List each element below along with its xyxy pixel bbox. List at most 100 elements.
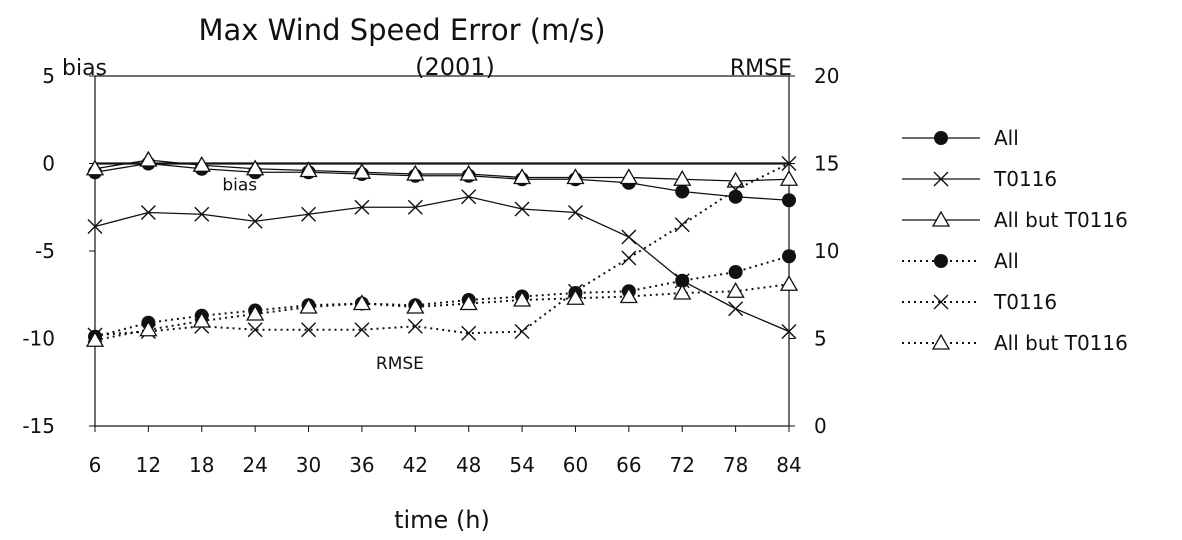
series-5-point	[673, 283, 692, 300]
series-line-2	[94, 159, 790, 182]
series-1-point	[87, 219, 103, 234]
legend-marker-4	[933, 294, 949, 310]
series-line-3	[94, 255, 790, 338]
right-tick-label: 15	[814, 152, 839, 176]
series-1-point	[728, 301, 744, 317]
legend-marker-1	[933, 171, 949, 187]
x-tick-label: 78	[723, 453, 748, 477]
series-4-point	[247, 322, 263, 338]
series-2-point	[779, 169, 799, 186]
legend: All T0116 All but T0116 All T0116 All but T01…	[902, 126, 1128, 355]
series-5-point	[619, 287, 638, 304]
x-tick-label: 54	[509, 453, 534, 477]
legend-marker-5	[931, 333, 951, 350]
series-4-point	[354, 322, 370, 338]
x-tick-label: 48	[456, 453, 481, 477]
series-2-point	[246, 159, 265, 176]
series-1-point	[247, 213, 263, 229]
series-2-point	[352, 162, 372, 179]
legend-label: All	[994, 249, 1019, 273]
legend-label: All but T0116	[994, 208, 1128, 232]
chart-title: Max Wind Speed Error (m/s)	[198, 13, 605, 47]
legend-label: All but T0116	[994, 331, 1128, 355]
series-3-point	[728, 265, 743, 279]
x-tick-label: 60	[563, 453, 588, 477]
series-2-point	[299, 161, 318, 178]
series-4-point	[514, 324, 530, 339]
left-tick-label: 5	[42, 64, 55, 88]
left-tick-label: -15	[22, 414, 55, 438]
legend-label: All	[994, 126, 1019, 150]
series-2-point	[139, 150, 158, 167]
series-5-point	[406, 297, 425, 314]
series-4-point	[407, 318, 423, 334]
series-5-point	[512, 290, 532, 307]
x-tick-label: 6	[89, 453, 102, 477]
x-tick-label: 72	[670, 453, 695, 477]
legend-marker-3	[934, 254, 948, 268]
x-tick-label: 84	[776, 453, 801, 477]
series-1-point	[407, 199, 423, 215]
series-0-point	[675, 184, 690, 199]
series-4-point	[674, 217, 690, 233]
series-5-point	[246, 304, 265, 321]
series-1-point	[567, 205, 583, 220]
x-tick-label: 24	[242, 453, 267, 477]
series-2-point	[566, 168, 585, 185]
series-5-point	[192, 311, 211, 328]
plot-area: 5 0 -5 -10 -15 20 15 10 5 0 6 12 18 24 30 36 42 48 54 60 66 7…	[22, 64, 839, 477]
series-5-point	[139, 320, 158, 337]
series-1-point	[781, 324, 797, 339]
series-5-point	[85, 330, 105, 347]
left-tick-label: 0	[42, 152, 55, 176]
series-1-point	[461, 189, 477, 205]
series-2-point	[673, 169, 692, 186]
x-tick-label: 42	[403, 453, 428, 477]
plot-frame	[94, 75, 790, 427]
x-tick-label: 18	[189, 453, 214, 477]
annotation-bias: bias	[222, 176, 257, 196]
series-2-point	[459, 164, 478, 181]
series-line-0	[94, 162, 790, 201]
series-5-point	[299, 297, 318, 314]
series-5-point	[352, 294, 372, 311]
series-4-point	[728, 182, 744, 198]
series-3-point	[782, 249, 796, 264]
x-axis-label: time (h)	[394, 506, 490, 534]
annotation-rmse: RMSE	[376, 354, 424, 374]
legend-label: T0116	[993, 290, 1057, 314]
right-axis-label: RMSE	[730, 56, 792, 81]
series-2-point	[726, 171, 745, 188]
right-tick-label: 10	[814, 239, 839, 263]
series-5-point	[459, 294, 478, 311]
series-5-point	[779, 274, 799, 291]
series-4-point	[781, 156, 797, 171]
legend-marker-2	[931, 210, 951, 227]
series-4-point	[621, 250, 637, 266]
series-2-point	[512, 168, 532, 185]
series-4-point	[301, 322, 317, 338]
series-0-point	[782, 193, 796, 208]
series-1-point	[194, 206, 210, 222]
series-line-5	[94, 283, 790, 342]
series-2-point	[192, 155, 211, 172]
series-2-point	[406, 164, 425, 181]
series-1-point	[140, 205, 156, 220]
x-tick-label: 12	[136, 453, 161, 477]
series-1-point	[301, 206, 317, 222]
series-5-point	[726, 281, 745, 298]
right-tick-label: 20	[814, 64, 839, 88]
legend-label: T0116	[993, 167, 1057, 191]
x-tick-label: 66	[616, 453, 641, 477]
series-1-point	[621, 229, 637, 245]
series-2-point	[619, 168, 638, 185]
series-1-point	[354, 199, 370, 215]
series-3-point	[675, 273, 690, 288]
x-tick-label: 30	[296, 453, 321, 477]
series-5-point	[566, 288, 585, 305]
left-tick-label: -10	[22, 327, 55, 351]
left-axis-label: bias	[62, 56, 107, 81]
left-tick-label: -5	[35, 239, 55, 263]
legend-marker-0	[934, 131, 948, 145]
